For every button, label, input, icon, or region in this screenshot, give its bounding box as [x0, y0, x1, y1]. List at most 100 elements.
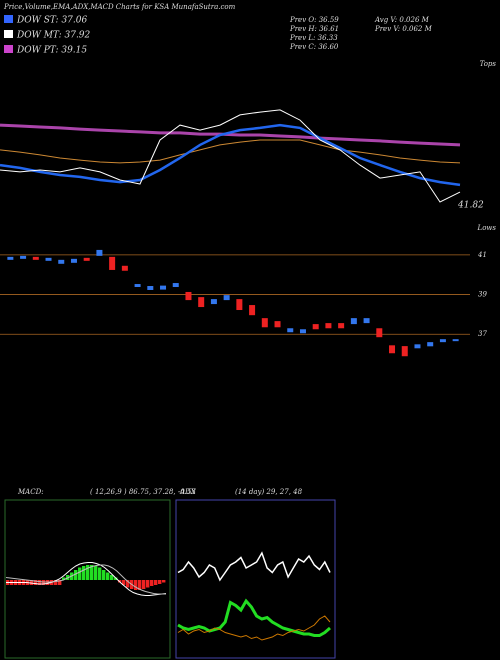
- y-tick-label: 39: [478, 291, 487, 299]
- candle: [325, 323, 332, 329]
- candle: [185, 291, 192, 301]
- histogram-bar: [82, 566, 86, 580]
- candle: [312, 324, 319, 330]
- candle: [172, 283, 179, 288]
- histogram-bar: [138, 580, 142, 590]
- histogram-bar: [134, 580, 138, 590]
- histogram-bar: [106, 572, 110, 580]
- legend-label: DOW PT: 39.15: [16, 46, 87, 56]
- legend-label: DOW ST: 37.06: [16, 16, 87, 26]
- legend: DOW ST: 37.06 DOW MT: 37.92 DOW PT: 39.1…: [4, 15, 91, 56]
- candle: [32, 256, 39, 260]
- candle: [134, 284, 141, 288]
- annotation: Lows: [477, 224, 497, 232]
- candle: [452, 339, 459, 342]
- macd-params: ( 12,26,9 ) 86.75, 37.28, -0.53: [90, 488, 196, 496]
- histogram-bar: [74, 570, 78, 580]
- candle: [70, 258, 77, 263]
- chart-title: Price,Volume,EMA,ADX,MACD Charts for KSA…: [3, 3, 236, 11]
- histogram-bar: [62, 577, 66, 580]
- candle: [287, 328, 294, 333]
- stat: Avg V: 0.026 M: [374, 16, 430, 24]
- histogram-bar: [30, 580, 34, 585]
- histogram-bar: [142, 580, 146, 589]
- candle: [249, 305, 256, 316]
- stat: Prev H: 36.61: [289, 25, 339, 33]
- adx-params: (14 day) 29, 27, 48: [235, 488, 303, 496]
- legend-swatch: [4, 30, 13, 38]
- series-line: [5, 564, 166, 595]
- candle: [198, 297, 205, 308]
- candle: [261, 318, 268, 328]
- histogram-bar: [86, 565, 90, 580]
- candle: [439, 339, 446, 343]
- histogram-bar: [78, 567, 82, 580]
- legend-swatch: [4, 45, 13, 53]
- y-tick-label: 37: [478, 330, 487, 338]
- histogram-bar: [102, 570, 106, 580]
- legend-label: DOW MT: 37.92: [16, 31, 91, 41]
- macd-frame: [4, 499, 171, 659]
- candle: [350, 318, 357, 325]
- candle: [274, 321, 281, 328]
- histogram-bar: [54, 580, 58, 585]
- histogram-bar: [34, 580, 38, 585]
- candle: [427, 342, 434, 347]
- candle: [210, 299, 217, 305]
- histogram-bar: [126, 580, 130, 588]
- candle: [389, 345, 396, 354]
- candle: [338, 323, 345, 329]
- candle: [299, 329, 306, 334]
- y-tick-label: 41: [477, 251, 487, 259]
- candle: [223, 295, 230, 301]
- series-line: [0, 123, 461, 187]
- histogram-bar: [90, 565, 94, 580]
- candle: [121, 265, 128, 271]
- candle: [401, 346, 408, 357]
- histogram-bar: [122, 580, 126, 585]
- candle: [7, 256, 14, 260]
- annotation: Tops: [480, 60, 497, 68]
- histogram-bar: [150, 580, 154, 586]
- legend-swatch: [4, 15, 13, 23]
- candle: [20, 255, 27, 259]
- value-label: 41.82: [457, 201, 484, 211]
- histogram-bar: [154, 580, 158, 585]
- series-line: [6, 562, 167, 596]
- candle: [96, 249, 103, 256]
- histogram-bar: [98, 567, 102, 580]
- series-line: [177, 551, 331, 582]
- series-line: [177, 615, 331, 641]
- candle: [45, 257, 52, 261]
- series-line: [0, 123, 461, 147]
- series-line: [0, 109, 461, 203]
- histogram-bar: [38, 580, 42, 585]
- histogram-bar: [158, 580, 162, 584]
- candle: [376, 328, 383, 338]
- candle: [83, 257, 90, 261]
- series-line: [0, 139, 461, 164]
- candle: [58, 259, 65, 264]
- adx-frame: [175, 499, 336, 659]
- candle: [147, 286, 154, 290]
- histogram-bar: [114, 577, 118, 580]
- series-line: [177, 598, 331, 637]
- candle: [414, 344, 421, 349]
- candle: [363, 318, 370, 324]
- histogram-bar: [110, 575, 114, 580]
- adx-title: ADX: [179, 488, 197, 496]
- histogram-bar: [146, 580, 150, 588]
- stat: Prev L: 36.33: [289, 34, 338, 42]
- stat: Prev C: 36.60: [289, 43, 339, 51]
- candle: [109, 256, 116, 270]
- stat: Prev V: 0.062 M: [374, 25, 433, 33]
- candle: [236, 299, 243, 311]
- stat: Prev O: 36.59: [289, 16, 339, 24]
- histogram-bar: [162, 580, 166, 583]
- macd-title: MACD:: [17, 488, 44, 496]
- candle: [160, 285, 167, 290]
- histogram-bar: [58, 580, 62, 585]
- histogram-bar: [94, 566, 98, 580]
